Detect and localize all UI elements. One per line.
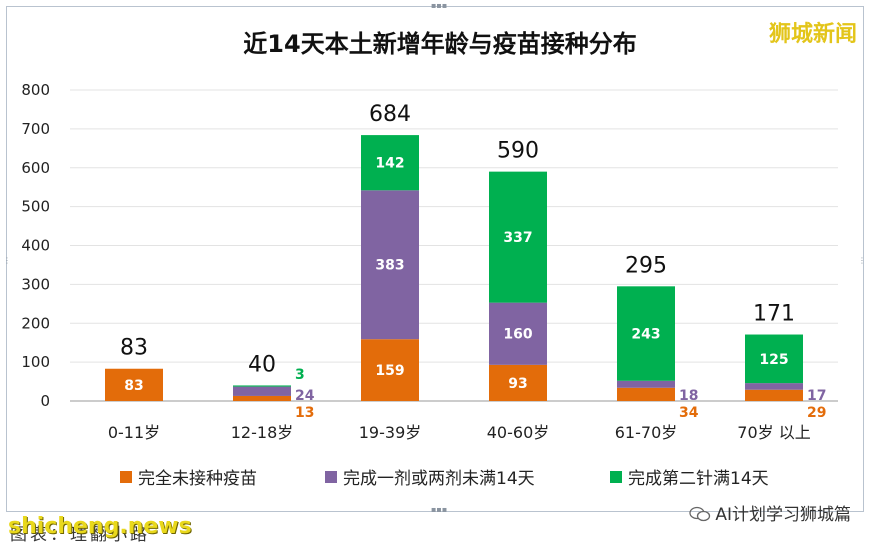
segment-data-label: 125: [759, 352, 788, 368]
bar-segment-3: [489, 171, 547, 303]
segment-data-label: 18: [679, 388, 698, 404]
image-caption: 图表：理翻小路: [10, 525, 150, 545]
y-tick-label: 100: [21, 353, 50, 371]
bar-segment-1: [489, 364, 547, 401]
legend-swatch: [325, 471, 337, 483]
total-data-label: 590: [497, 139, 539, 164]
segment-data-label: 243: [631, 327, 660, 343]
segment-data-label: 142: [375, 156, 404, 172]
legend-label: 完成第二针满14天: [628, 469, 769, 489]
legend-swatch: [610, 471, 622, 483]
x-tick-label: 19-39岁: [359, 423, 422, 442]
segment-data-label: 160: [503, 327, 532, 343]
total-data-label: 40: [248, 352, 276, 377]
bar-segment-3: [233, 385, 291, 387]
segment-data-label: 159: [375, 363, 404, 379]
brand-logo-text: 狮城新闻: [768, 22, 857, 47]
segment-data-label: 24: [295, 388, 315, 404]
y-tick-label: 400: [21, 237, 50, 255]
y-tick-label: 200: [21, 314, 50, 332]
x-tick-label: 12-18岁: [231, 423, 294, 442]
chart-title: 近14天本土新增年龄与疫苗接种分布: [243, 30, 636, 58]
bar-segment-1: [361, 339, 419, 401]
x-tick-label: 0-11岁: [108, 423, 160, 442]
total-data-label: 83: [120, 336, 148, 361]
x-tick-label: 40-60岁: [487, 423, 550, 442]
bar-segment-1: [105, 368, 163, 401]
bar-segment-2: [617, 380, 675, 388]
segment-data-label: 337: [503, 230, 532, 246]
y-axis: 0 100 200 300 400 500 600 700 800: [21, 81, 838, 410]
wechat-icon: [689, 506, 711, 522]
total-data-label: 171: [753, 302, 795, 327]
segment-data-label: 17: [807, 388, 826, 404]
bar-segment-2: [361, 190, 419, 340]
bar-segment-3: [361, 135, 419, 191]
account-name: AI计划学习狮城篇: [715, 505, 851, 525]
legend: 完全未接种疫苗 完成一剂或两剂未满14天 完成第二针满14天: [120, 469, 769, 489]
resize-handle-left[interactable]: ⋮: [3, 256, 11, 265]
legend-label: 完成一剂或两剂未满14天: [343, 469, 535, 489]
account-signature: AI计划学习狮城篇: [689, 500, 851, 525]
total-data-label: 295: [625, 253, 667, 278]
resize-handle-right[interactable]: ⋮: [858, 256, 866, 265]
bar-segment-3: [617, 286, 675, 381]
x-axis: 0-11岁 12-18岁 19-39岁 40-60岁 61-70岁 70岁 以上: [108, 423, 811, 442]
bar-segment-2: [233, 386, 291, 396]
y-tick-label: 0: [40, 392, 50, 410]
y-tick-label: 300: [21, 275, 50, 293]
resize-handle-bottom[interactable]: ▪▪▪: [431, 505, 448, 514]
bar-segment-2: [745, 383, 803, 390]
y-tick-label: 500: [21, 198, 50, 216]
bar-segment-2: [489, 302, 547, 365]
gridlines: [70, 89, 838, 363]
bar-segment-3: [745, 334, 803, 384]
y-tick-label: 700: [21, 120, 50, 138]
segment-data-label: 13: [295, 405, 314, 421]
y-tick-label: 800: [21, 81, 50, 99]
legend-label: 完全未接种疫苗: [138, 469, 257, 489]
x-tick-label: 70岁 以上: [737, 423, 810, 442]
watermark-text: shicheng.news: [8, 514, 192, 539]
segment-data-label: 3: [295, 367, 305, 383]
bar-segment-1: [617, 387, 675, 401]
segment-data-label: 83: [124, 378, 143, 394]
segment-data-label: 383: [375, 258, 404, 274]
total-data-label: 684: [369, 102, 411, 127]
segment-data-label: 34: [679, 405, 699, 421]
segment-data-label: 29: [807, 405, 826, 421]
legend-swatch: [120, 471, 132, 483]
y-tick-label: 600: [21, 159, 50, 177]
resize-handle-top[interactable]: ▪▪▪: [431, 1, 448, 10]
segment-data-label: 93: [508, 376, 527, 392]
bar-segment-1: [233, 395, 291, 401]
x-tick-label: 61-70岁: [615, 423, 678, 442]
bar-segment-1: [745, 389, 803, 401]
